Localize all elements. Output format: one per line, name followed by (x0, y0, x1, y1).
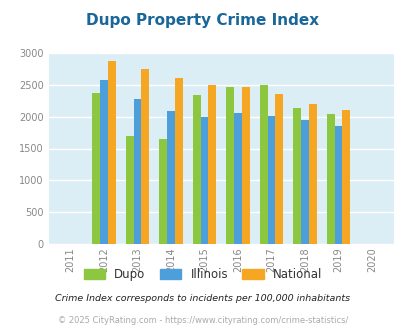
Bar (133, 99, 141, 244)
Bar (241, 87, 249, 244)
Bar (275, 94, 283, 244)
Text: © 2025 CityRating.com - https://www.cityrating.com/crime-statistics/: © 2025 CityRating.com - https://www.city… (58, 316, 347, 325)
Bar (259, 85, 267, 244)
Legend: Dupo, Illinois, National: Dupo, Illinois, National (79, 263, 326, 286)
Bar (308, 105, 316, 244)
Bar (226, 87, 234, 244)
Bar (108, 61, 115, 244)
Bar (200, 116, 208, 244)
Bar (326, 114, 334, 244)
Bar (175, 78, 182, 244)
Bar (208, 85, 216, 244)
Bar (167, 111, 175, 244)
Bar (92, 93, 100, 244)
Bar (334, 126, 341, 244)
Bar (192, 95, 200, 244)
Bar (100, 80, 108, 244)
Bar (301, 120, 308, 244)
Bar (159, 139, 167, 244)
Bar (141, 69, 149, 244)
Bar (234, 114, 241, 244)
Bar (341, 110, 350, 244)
Text: Dupo Property Crime Index: Dupo Property Crime Index (86, 13, 319, 28)
Bar (267, 116, 275, 244)
Text: Crime Index corresponds to incidents per 100,000 inhabitants: Crime Index corresponds to incidents per… (55, 294, 350, 303)
Bar (126, 136, 133, 244)
Bar (292, 108, 301, 244)
